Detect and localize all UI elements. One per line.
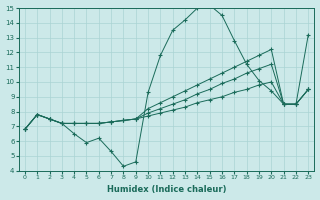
X-axis label: Humidex (Indice chaleur): Humidex (Indice chaleur) <box>107 185 226 194</box>
